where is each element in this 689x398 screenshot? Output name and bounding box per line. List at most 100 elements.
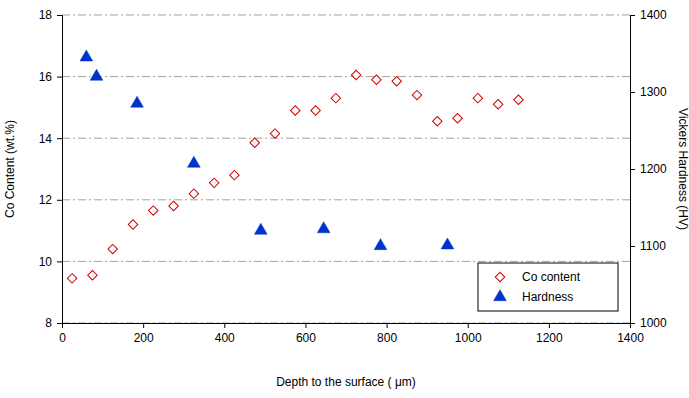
tick: 800 [377,323,397,345]
point [131,96,144,107]
tick-label: 10 [39,255,53,269]
tick: 1300 [630,85,667,99]
tick-label: 800 [377,331,397,345]
grid-line [62,199,630,200]
point [453,113,462,122]
tick: 18 [39,8,62,22]
chart: 0 200 400 600 800 1000 1200 1400 8 10 12 14 16 18 1000… [0,0,689,398]
tick: 1200 [536,323,563,345]
point [108,244,117,253]
tick-label: 18 [39,8,53,22]
point [291,106,300,115]
tick-label: 200 [134,331,154,345]
point [441,238,454,249]
tick-label: 0 [59,331,66,345]
tick-mark [57,200,62,201]
tick-mark [57,15,62,16]
point [230,170,239,179]
point [372,75,381,84]
legend-box [478,263,618,311]
tick-label: 16 [39,70,53,84]
point [254,223,267,234]
tick-label: 1000 [640,316,667,330]
tick-mark [387,323,388,328]
tick-mark [305,323,306,328]
tick-label: 1100 [640,239,666,253]
tick: 14 [39,132,62,146]
point [189,189,198,198]
point [67,274,76,283]
tick-mark [57,77,62,78]
tick-label: 8 [45,316,52,330]
point [331,93,340,102]
tick-label: 1000 [455,331,482,345]
tick-label: 600 [296,331,316,345]
y2-axis-title: Vickers Hardness (HV) [676,108,689,230]
tick: 12 [39,193,62,207]
tick: 400 [215,323,235,345]
tick-label: 1200 [640,162,667,176]
x-axis: 0 200 400 600 800 1000 1200 1400 [59,323,644,345]
tick: 200 [134,323,154,345]
tick: 1100 [630,239,666,253]
point [169,201,178,210]
tick-mark [143,323,144,328]
point [80,50,93,61]
point [188,156,201,167]
tick-mark [224,323,225,328]
grid-line [62,261,630,262]
tick: 1400 [630,8,667,22]
tick-mark [549,323,550,328]
tick: 1000 [455,323,482,345]
legend-label: Hardness [522,290,573,304]
tick: 10 [39,255,62,269]
plot: 0 200 400 600 800 1000 1200 1400 8 10 12 14 16 18 1000… [39,8,667,344]
point [90,69,103,80]
point [317,222,330,233]
point [128,220,137,229]
point [209,178,218,187]
tick: 1200 [630,162,667,176]
x-axis-title: Depth to the surface ( μm) [276,375,416,389]
tick: 600 [296,323,316,345]
tick-label: 1300 [640,85,667,99]
tick: 16 [39,70,62,84]
tick: 8 [45,316,62,330]
tick-mark [57,261,62,262]
point [433,117,442,126]
tick-mark [630,169,635,170]
legend-marker [494,290,507,301]
tick-label: 1200 [536,331,563,345]
point [250,138,259,147]
points [67,50,523,283]
grid [62,15,630,323]
tick-label: 12 [39,193,53,207]
point [270,129,279,138]
tick-label: 1400 [617,331,644,345]
grid-line [62,15,630,16]
tick-mark [630,246,635,247]
legend-label: Co content [522,270,581,284]
tick-label: 1400 [640,8,667,22]
point [351,70,360,79]
axis-line [57,16,63,324]
y-axis-title: Co Content (wt.%) [3,120,17,218]
point [514,95,523,104]
point [493,100,502,109]
tick-label: 400 [215,331,235,345]
y-axis: 8 10 12 14 16 18 [39,8,63,330]
legend: Co content Hardness [478,263,618,311]
point [473,93,482,102]
legend-marker [495,272,504,281]
y2-axis: 1000 1100 1200 1300 1400 [630,8,667,330]
grid-line [62,138,630,139]
axis-line [631,16,636,324]
point [392,76,401,85]
tick-mark [57,323,62,324]
tick-mark [57,138,62,139]
tick: 1000 [630,316,667,330]
tick: 0 [59,323,66,345]
point [88,271,97,280]
point [412,90,421,99]
tick-mark [630,323,635,324]
